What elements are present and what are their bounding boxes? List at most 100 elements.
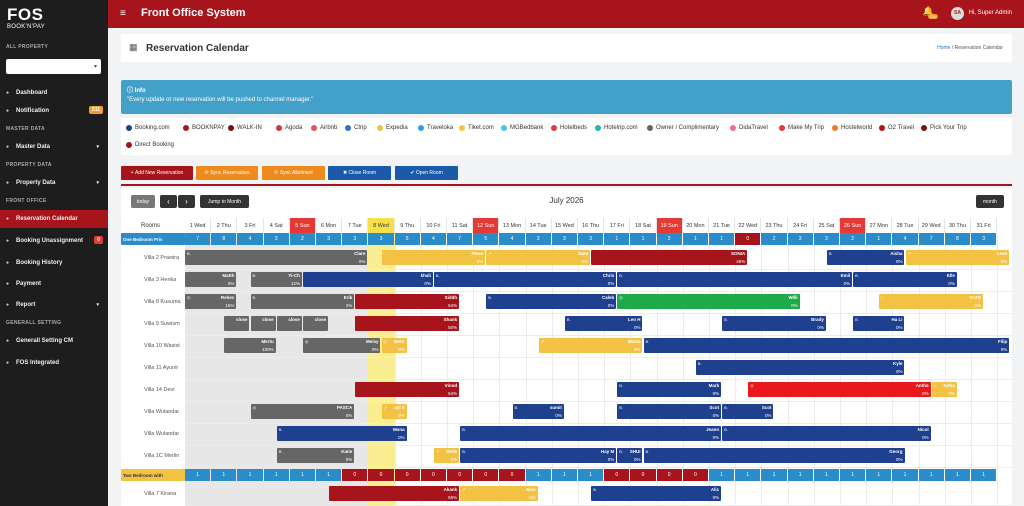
sidebar-item-master-data[interactable]: ● Master Data ▾ — [0, 138, 108, 156]
day-header[interactable]: 17 Fri — [604, 218, 631, 233]
day-header[interactable]: 27 Mon — [866, 218, 893, 233]
sidebar-item-booking-unassignment[interactable]: ● Booking Unassignment 0 — [0, 232, 108, 250]
booking-bar[interactable]: ↗ ayi ti 0% — [381, 404, 407, 419]
booking-bar[interactable]: B. Georg 0% — [643, 448, 905, 463]
room-type-label[interactable]: Two Bedroom with — [121, 469, 185, 481]
booking-bar[interactable]: Mertu 100% — [224, 338, 276, 353]
booking-bar[interactable]: ↗ Jemi 0% — [460, 486, 538, 501]
day-header[interactable]: 4 Sat — [264, 218, 290, 233]
booking-bar[interactable]: B. Elle 0% — [853, 272, 957, 287]
booking-bar[interactable]: close — [302, 316, 329, 331]
booking-bar[interactable]: B. Emil 0% — [617, 272, 853, 287]
day-header[interactable]: 23 Thu — [761, 218, 788, 233]
day-header[interactable]: 19 Sun — [656, 218, 683, 233]
booking-bar[interactable]: B. Chris 0% — [433, 272, 617, 287]
booking-bar[interactable]: ◎ Meisy 0% — [302, 338, 381, 353]
booking-bar[interactable]: B. Mark 0% — [617, 382, 722, 397]
day-header[interactable]: 12 Sun — [473, 218, 500, 233]
booking-bar[interactable]: Akank 55% — [329, 486, 460, 501]
day-header[interactable]: 22 Wed — [735, 218, 762, 233]
booking-bar[interactable]: i Tutha 0% — [931, 382, 957, 397]
booking-bar[interactable]: Shank 50% — [355, 316, 460, 331]
month-view-button[interactable]: month — [976, 195, 1004, 208]
booking-bar[interactable]: Vinod 54% — [355, 382, 460, 397]
booking-bar[interactable]: B. Scot 0% — [722, 404, 774, 419]
day-header[interactable]: 2 Thu — [211, 218, 238, 233]
sidebar-item-booking-history[interactable]: ● Booking History — [0, 254, 108, 272]
booking-bar[interactable]: ↗ Lesh 0% — [905, 250, 1010, 265]
booking-bar[interactable]: ↗ Micha 0% — [538, 338, 643, 353]
day-header[interactable]: 30 Thu — [945, 218, 971, 233]
booking-bar[interactable]: i Alexe 0% — [381, 250, 486, 265]
booking-bar[interactable]: B. sumit 0% — [512, 404, 564, 419]
day-header[interactable]: 16 Thu — [578, 218, 605, 233]
booking-bar[interactable]: B. Kyle 0% — [695, 360, 905, 375]
day-header[interactable]: 8 Wed — [368, 218, 395, 233]
booking-bar[interactable]: ↗ RHIS 0% — [433, 448, 460, 463]
booking-bar[interactable]: B. Leo H 0% — [564, 316, 643, 331]
sidebar-item-generall-setting-cm[interactable]: ● Generall Setting CM — [0, 332, 108, 350]
add-reservation-button[interactable]: + Add New Reservation — [121, 166, 193, 180]
booking-bar[interactable]: close — [250, 316, 276, 331]
booking-bar[interactable]: khali 0% — [302, 272, 433, 287]
booking-bar[interactable]: B. Alic 0% — [591, 486, 722, 501]
booking-bar[interactable]: B. Erik 2% — [250, 294, 355, 309]
jump-to-month-button[interactable]: Jump to Month — [200, 195, 249, 208]
day-header[interactable]: 24 Fri — [788, 218, 814, 233]
hamburger-menu-icon[interactable]: ≡ — [120, 8, 126, 19]
booking-bar[interactable]: close — [276, 316, 302, 331]
day-header[interactable]: 7 Tue — [342, 218, 369, 233]
day-header[interactable]: 20 Mon — [683, 218, 709, 233]
booking-bar[interactable]: B. Filip 0% — [643, 338, 1010, 353]
booking-bar[interactable]: ◎ Mehr 0% — [381, 338, 407, 353]
day-header[interactable]: 11 Sat — [447, 218, 474, 233]
day-header[interactable]: 6 Mon — [316, 218, 343, 233]
booking-bar[interactable]: B. Scot 0% — [617, 404, 722, 419]
day-header[interactable]: 25 Sat — [814, 218, 840, 233]
sidebar-item-reservation-calendar[interactable]: ● Reservation Calendar — [0, 210, 108, 228]
booking-bar[interactable]: Matth 0% — [185, 272, 237, 287]
day-header[interactable]: 15 Wed — [552, 218, 578, 233]
booking-bar[interactable]: SONIA 46% — [591, 250, 748, 265]
day-header[interactable]: 13 Mon — [499, 218, 526, 233]
property-select[interactable]: ▾ — [6, 59, 101, 74]
app-logo[interactable]: FOS BOOK'N'PAY — [7, 6, 45, 31]
booking-bar[interactable]: B. Hay M 0% — [460, 448, 617, 463]
sidebar-item-notification[interactable]: ● Notification 211 — [0, 102, 108, 120]
day-header[interactable]: 14 Tue — [526, 218, 552, 233]
day-header[interactable]: 26 Sun — [840, 218, 867, 233]
booking-bar[interactable]: B. Clare 0% — [185, 250, 368, 265]
open-room-button[interactable]: ✔ Open Room — [395, 166, 458, 180]
sync-reservation-button[interactable]: ⟳ Sync Reservation — [196, 166, 258, 180]
booking-bar[interactable]: ◎ PASCA 0% — [250, 404, 355, 419]
day-header[interactable]: 1 Wed — [185, 218, 212, 233]
booking-bar[interactable]: i YI ZO 0% — [879, 294, 984, 309]
prev-month-button[interactable]: ‹ — [160, 195, 177, 208]
day-header[interactable]: 10 Fri — [421, 218, 447, 233]
booking-bar[interactable]: ↗ Dam 0% — [486, 250, 591, 265]
next-month-button[interactable]: › — [178, 195, 195, 208]
day-header[interactable]: 5 Sun — [289, 218, 316, 233]
booking-bar[interactable]: B. Yi-Ch 12% — [250, 272, 302, 287]
avatar[interactable]: SA — [951, 7, 964, 20]
day-header[interactable]: 9 Thu — [395, 218, 421, 233]
booking-bar[interactable]: B. Brady 0% — [722, 316, 826, 331]
booking-bar[interactable]: B. SHUI 0% — [617, 448, 643, 463]
day-header[interactable]: 21 Tue — [709, 218, 736, 233]
booking-bar[interactable]: B. Ha Li 0% — [853, 316, 905, 331]
booking-bar[interactable]: B. Jeann 0% — [460, 426, 722, 441]
sync-allotment-button[interactable]: ⟳ Sync Allotment — [262, 166, 325, 180]
day-header[interactable]: 29 Wed — [919, 218, 945, 233]
room-type-label[interactable]: One Bedroom Priv — [121, 233, 185, 245]
booking-bar[interactable]: close — [224, 316, 250, 331]
close-room-button[interactable]: ✖ Close Room — [328, 166, 391, 180]
sidebar-item-property-data[interactable]: ● Property Data ▾ — [0, 174, 108, 192]
sidebar-item-dashboard[interactable]: ● Dashboard — [0, 84, 108, 102]
booking-bar[interactable]: Siddh 54% — [355, 294, 460, 309]
booking-bar[interactable]: B. Mona 0% — [276, 426, 407, 441]
booking-bar[interactable]: B. Nicol 0% — [722, 426, 931, 441]
user-menu[interactable]: Hi, Super Admin — [968, 10, 1012, 16]
booking-bar[interactable]: ◎ Antho 0% — [748, 382, 931, 397]
booking-bar[interactable]: ◎ Rebec 15% — [185, 294, 237, 309]
breadcrumb-home[interactable]: Home — [937, 45, 951, 51]
